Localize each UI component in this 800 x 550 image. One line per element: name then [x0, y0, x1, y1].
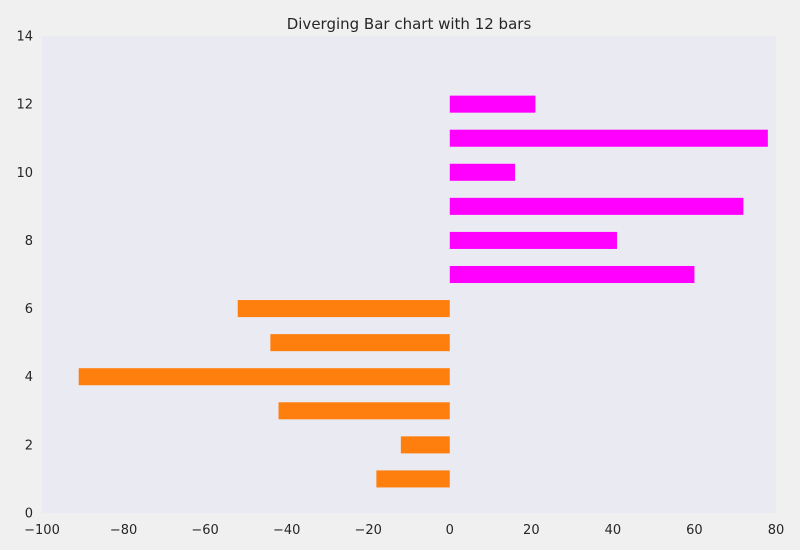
chart-title: Diverging Bar chart with 12 bars	[287, 15, 532, 33]
x-tick-label: −40	[273, 523, 300, 538]
bars-group	[78, 95, 768, 488]
x-tick-label: 80	[768, 523, 785, 538]
x-tick-label: 0	[446, 523, 454, 538]
bar-11	[449, 129, 768, 147]
bar-5	[270, 334, 450, 352]
bar-12	[449, 95, 536, 113]
y-tick-label: 4	[25, 370, 33, 385]
bar-10	[449, 163, 516, 181]
y-tick-label: 12	[16, 98, 33, 113]
x-tick-label: −100	[24, 523, 60, 538]
y-tick-label: 10	[16, 166, 33, 181]
bar-7	[449, 265, 695, 284]
x-tick-label: −60	[191, 523, 218, 538]
x-tick-label: −20	[355, 523, 382, 538]
bar-1	[376, 470, 450, 488]
x-tick-label: 40	[605, 523, 622, 538]
y-tick-label: 8	[25, 234, 33, 249]
y-tick-label: 14	[16, 30, 33, 45]
bar-6	[237, 300, 450, 318]
bar-8	[449, 231, 617, 249]
bar-4	[78, 368, 450, 386]
x-tick-label: −80	[110, 523, 137, 538]
x-axis-ticks: −100 −80 −60 −40 −20 0 20 40 60 80	[24, 523, 784, 538]
y-tick-label: 6	[25, 302, 33, 317]
bar-9	[449, 197, 744, 215]
bar-3	[278, 402, 450, 420]
x-tick-label: 20	[523, 523, 540, 538]
bar-2	[400, 436, 450, 454]
x-tick-label: 60	[686, 523, 703, 538]
y-tick-label: 0	[25, 507, 33, 522]
y-tick-label: 2	[25, 438, 33, 453]
y-axis-ticks: 0 2 4 6 8 10 12 14	[16, 30, 33, 522]
